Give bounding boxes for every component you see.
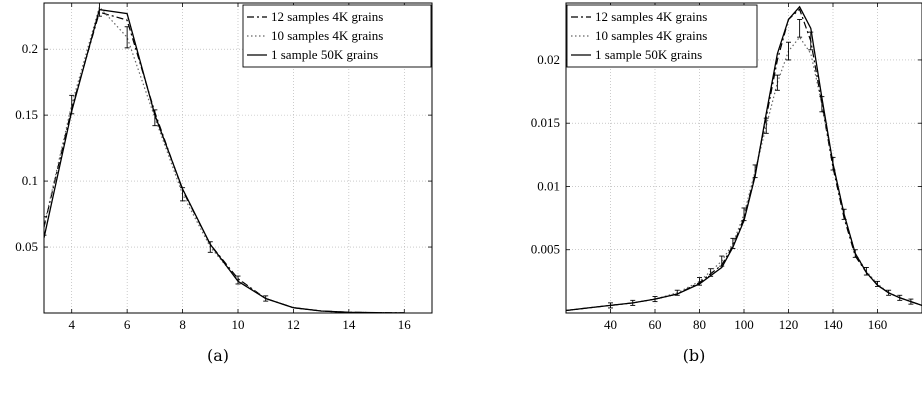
caption-a: (a) [207,346,229,365]
x-tick-label: 4 [68,317,75,332]
error-bar [786,41,791,61]
error-bar [608,302,613,309]
x-tick-label: 120 [779,317,799,332]
x-tick-label: 14 [342,317,356,332]
error-bar [908,298,914,305]
error-bar [44,216,47,236]
error-bar [830,156,836,171]
error-bar [697,277,702,286]
error-bar [741,207,747,222]
error-bar [886,289,892,296]
series-line [44,8,405,313]
legend-label: 10 samples 4K grains [271,28,383,43]
legend-label: 10 samples 4K grains [595,28,707,43]
error-bar [797,18,803,38]
caption-b: (b) [683,346,706,365]
legend-box [566,4,758,68]
x-tick-label: 100 [734,317,754,332]
y-tick-label: 0.05 [15,239,38,254]
error-bar [852,249,858,258]
error-bar [875,280,880,287]
plot-area [44,3,405,313]
y-tick-label: 0.005 [531,242,560,257]
x-tick-label: 16 [398,317,412,332]
legend: 12 samples 4K grains 10 samples 4K grains… [566,4,758,68]
error-bar [863,266,869,276]
legend-box [242,4,432,68]
error-bar [674,289,680,296]
y-tick-label: 0.2 [22,41,38,56]
error-bar [263,295,269,302]
error-bar [124,26,130,49]
x-tick-label: 80 [693,317,706,332]
error-bar [96,3,102,17]
error-bar [897,294,903,301]
x-tick-label: 6 [124,317,131,332]
series-line [566,5,922,312]
y-tick-label: 0.015 [531,115,560,130]
plot-area [566,5,922,312]
error-bar [180,187,186,202]
error-bar [774,74,780,91]
x-tick-label: 60 [649,317,662,332]
error-bar [841,208,847,220]
error-bar [730,237,736,249]
error-bar [808,31,814,51]
error-bar [819,96,825,113]
axes-frame [43,2,433,314]
chart-b: 40 60 80 100 120 140 160 0.005 0.01 0.015 0.02 12 s… [531,2,922,332]
x-tick-label: 160 [868,317,888,332]
axes-frame [565,2,922,314]
error-bar [708,268,714,277]
y-tick-label: 0.02 [537,52,560,67]
y-tick-label: 0.15 [15,107,38,122]
series-line [566,36,922,312]
error-bar [152,109,158,127]
y-tick-label: 0.1 [22,173,38,188]
legend: 12 samples 4K grains 10 samples 4K grains… [242,4,432,68]
legend-label: 1 sample 50K grains [271,47,378,62]
x-tick-label: 12 [287,317,300,332]
error-bar [652,296,658,303]
error-bar [752,164,758,179]
error-bar [235,275,241,285]
y-tick-label: 0.01 [537,178,560,193]
error-bar [69,94,75,115]
x-tick-label: 8 [179,317,186,332]
x-tick-label: 40 [604,317,617,332]
legend-label: 12 samples 4K grains [595,9,707,24]
series-line [44,5,405,313]
error-bar [763,117,769,134]
legend-label: 12 samples 4K grains [271,9,383,24]
x-tick-label: 140 [823,317,843,332]
chart-a: 4 6 8 10 12 14 16 0.05 0.1 0.15 0.2 12 samples 4K g… [15,2,433,332]
error-bar [207,241,213,253]
error-bar [630,299,636,306]
legend-label: 1 sample 50K grains [595,47,702,62]
x-tick-label: 10 [232,317,245,332]
error-bar [719,255,725,267]
